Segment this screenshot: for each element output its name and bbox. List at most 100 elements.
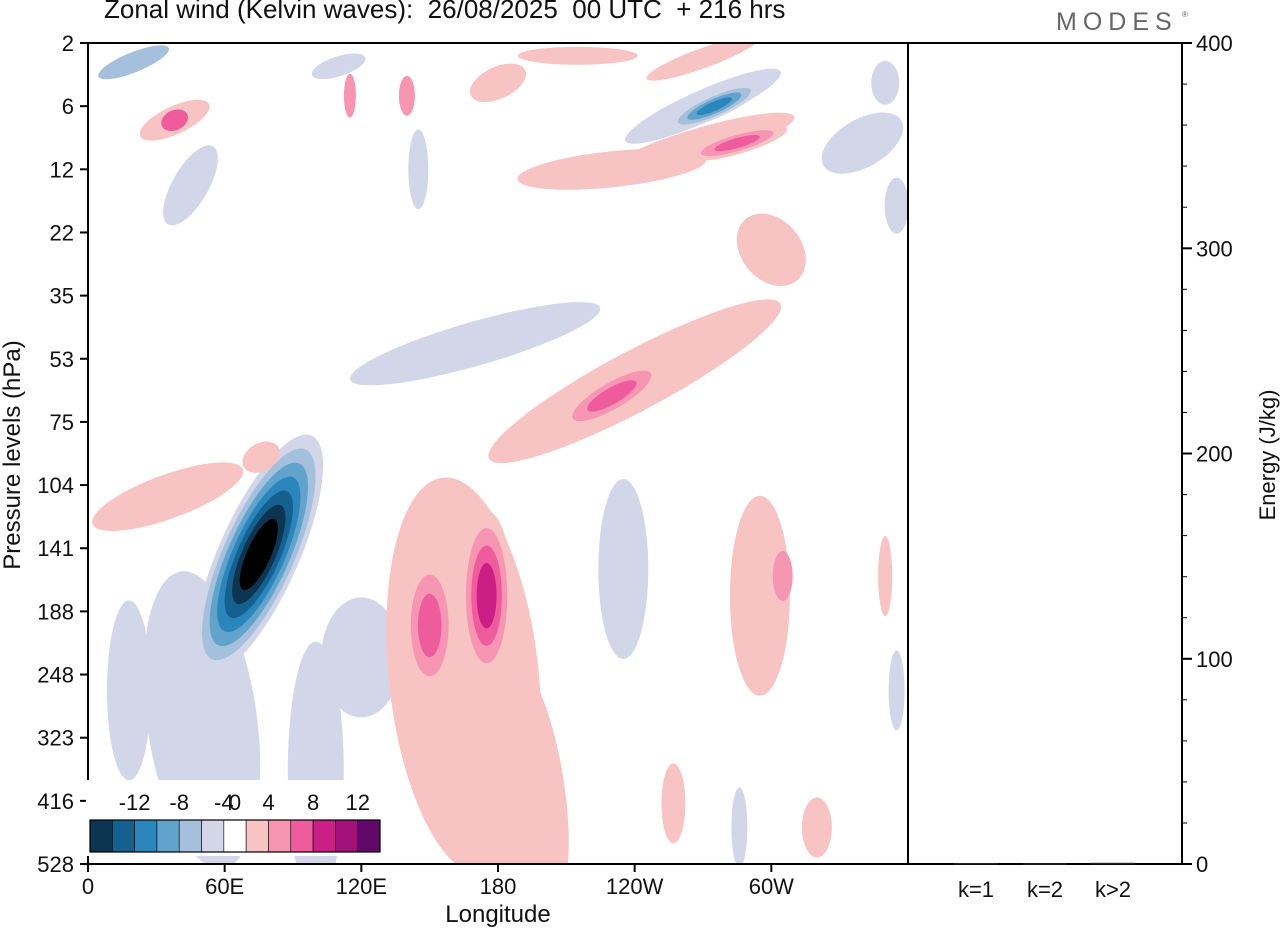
pos-shading	[736, 213, 806, 287]
colorbar-swatch	[290, 819, 314, 853]
energy-plot-frame	[907, 42, 1183, 865]
y-axis-label: Pressure levels (hPa)	[0, 340, 26, 569]
energy-bar	[1023, 863, 1067, 865]
colorbar-swatch	[357, 819, 381, 853]
wind-field	[92, 43, 908, 864]
energy-y-axis: 0 100 200 300 400	[1182, 31, 1233, 877]
x-tick-label: 120W	[606, 874, 664, 899]
energy-bar	[1091, 862, 1135, 865]
pos-shading	[92, 462, 244, 531]
neg-shading	[884, 177, 908, 234]
pos-shading	[469, 63, 527, 103]
y-tick-label: 528	[37, 852, 74, 877]
pos-shading	[772, 551, 793, 601]
y-tick-label: 323	[37, 726, 74, 751]
neg-shading	[598, 479, 649, 659]
pos-shading	[398, 75, 415, 116]
y-tick-label: 248	[37, 663, 74, 688]
y-tick-label: 35	[50, 284, 74, 309]
y-tick-label: 141	[37, 536, 74, 561]
energy-x-tick-label: k=1	[958, 877, 994, 902]
colorbar-swatch	[312, 819, 336, 853]
neg-shading	[350, 302, 601, 386]
y-tick-label: 188	[37, 599, 74, 624]
x-tick-label: 60E	[205, 874, 244, 899]
energy-x-axis: k=1 k=2 k>2	[958, 877, 1131, 902]
energy-x-tick-label: k=2	[1027, 877, 1063, 902]
y-tick-label: 22	[50, 220, 74, 245]
y-tick-label: 53	[50, 347, 74, 372]
y-tick-label: 75	[50, 410, 74, 435]
x-axis-label: Longitude	[445, 901, 550, 928]
colorbar-frame	[89, 819, 381, 853]
energy-panel: 0 100 200 300 400 k=1 k=2 k>2 Energy (J/kg)	[907, 31, 1280, 902]
pos-shading	[517, 46, 638, 65]
y-axis: 2 6 12 22 35 53 75 104 141 188 248 323 416 528	[37, 31, 88, 877]
x-axis: 0 60E 120E 180 120W 60W	[82, 864, 794, 899]
colorbar-label: 8	[307, 790, 319, 815]
pos-shading	[611, 112, 795, 174]
pos-shading	[646, 43, 760, 81]
neg-shading	[871, 60, 900, 105]
registered-mark: ®	[1182, 10, 1188, 19]
colorbar-swatch	[134, 819, 158, 853]
modes-logo: MODES	[1056, 8, 1178, 36]
y-tick-label: 2	[62, 31, 74, 56]
colorbar-label: 4	[262, 790, 274, 815]
colorbar-swatch	[335, 819, 358, 853]
colorbar-swatch	[89, 819, 113, 853]
negative-band-upper-100W	[696, 97, 733, 116]
colorbar-label: 0	[229, 790, 241, 815]
pos-shading	[343, 73, 356, 118]
neg-shading	[321, 597, 402, 718]
pos-shading	[661, 763, 686, 844]
energy-bars	[954, 862, 1135, 865]
pos-shading	[472, 640, 569, 864]
neg-shading	[107, 600, 151, 781]
positive-band-120W	[587, 380, 637, 412]
neg-shading	[163, 145, 218, 226]
pos-shading	[242, 441, 280, 473]
energy-y-tick-label: 0	[1196, 852, 1208, 877]
colorbar-label: 12	[345, 790, 369, 815]
energy-axis-label: Energy (J/kg)	[1255, 390, 1280, 521]
colorbar-swatch	[156, 819, 180, 853]
y-tick-label: 416	[37, 789, 74, 814]
pos-shading	[801, 797, 832, 858]
colorbar-swatch	[178, 819, 202, 853]
x-tick-label: 120E	[336, 874, 387, 899]
y-tick-label: 6	[62, 94, 74, 119]
x-tick-label: 0	[82, 874, 94, 899]
colorbar-label: -4	[214, 790, 234, 815]
negative-core-60E	[239, 518, 278, 590]
energy-y-tick-label: 300	[1196, 236, 1233, 261]
energy-y-tick-label: 100	[1196, 647, 1233, 672]
colorbar-swatch	[268, 819, 292, 853]
colorbar-swatch	[245, 819, 269, 853]
positive-band-upper-80W	[714, 135, 760, 152]
neg-shading	[731, 787, 748, 864]
colorbar-swatch	[112, 819, 135, 853]
positive-blob-150E	[417, 593, 442, 658]
pos-shading	[878, 536, 893, 616]
colorbar-label: -12	[119, 790, 151, 815]
neg-shading	[888, 650, 905, 731]
pos-shading	[161, 109, 188, 132]
y-tick-label: 104	[37, 473, 74, 498]
x-tick-label: 180	[480, 874, 517, 899]
colorbar-swatch	[201, 819, 225, 853]
y-tick-label: 12	[50, 157, 74, 182]
neg-shading	[821, 112, 904, 174]
energy-y-tick-label: 200	[1196, 442, 1233, 467]
energy-y-tick-label: 400	[1196, 31, 1233, 56]
neg-shading	[408, 129, 429, 210]
colorbar-swatch	[223, 819, 247, 853]
energy-bar	[954, 863, 998, 865]
energy-x-tick-label: k>2	[1095, 877, 1131, 902]
neg-shading	[311, 53, 366, 80]
x-tick-label: 60W	[749, 874, 794, 899]
colorbar: -12 -8 -40 4 8 12	[86, 780, 384, 856]
positive-blob-175E	[476, 563, 497, 629]
chart-title: Zonal wind (Kelvin waves): 26/08/2025 00…	[104, 0, 786, 24]
